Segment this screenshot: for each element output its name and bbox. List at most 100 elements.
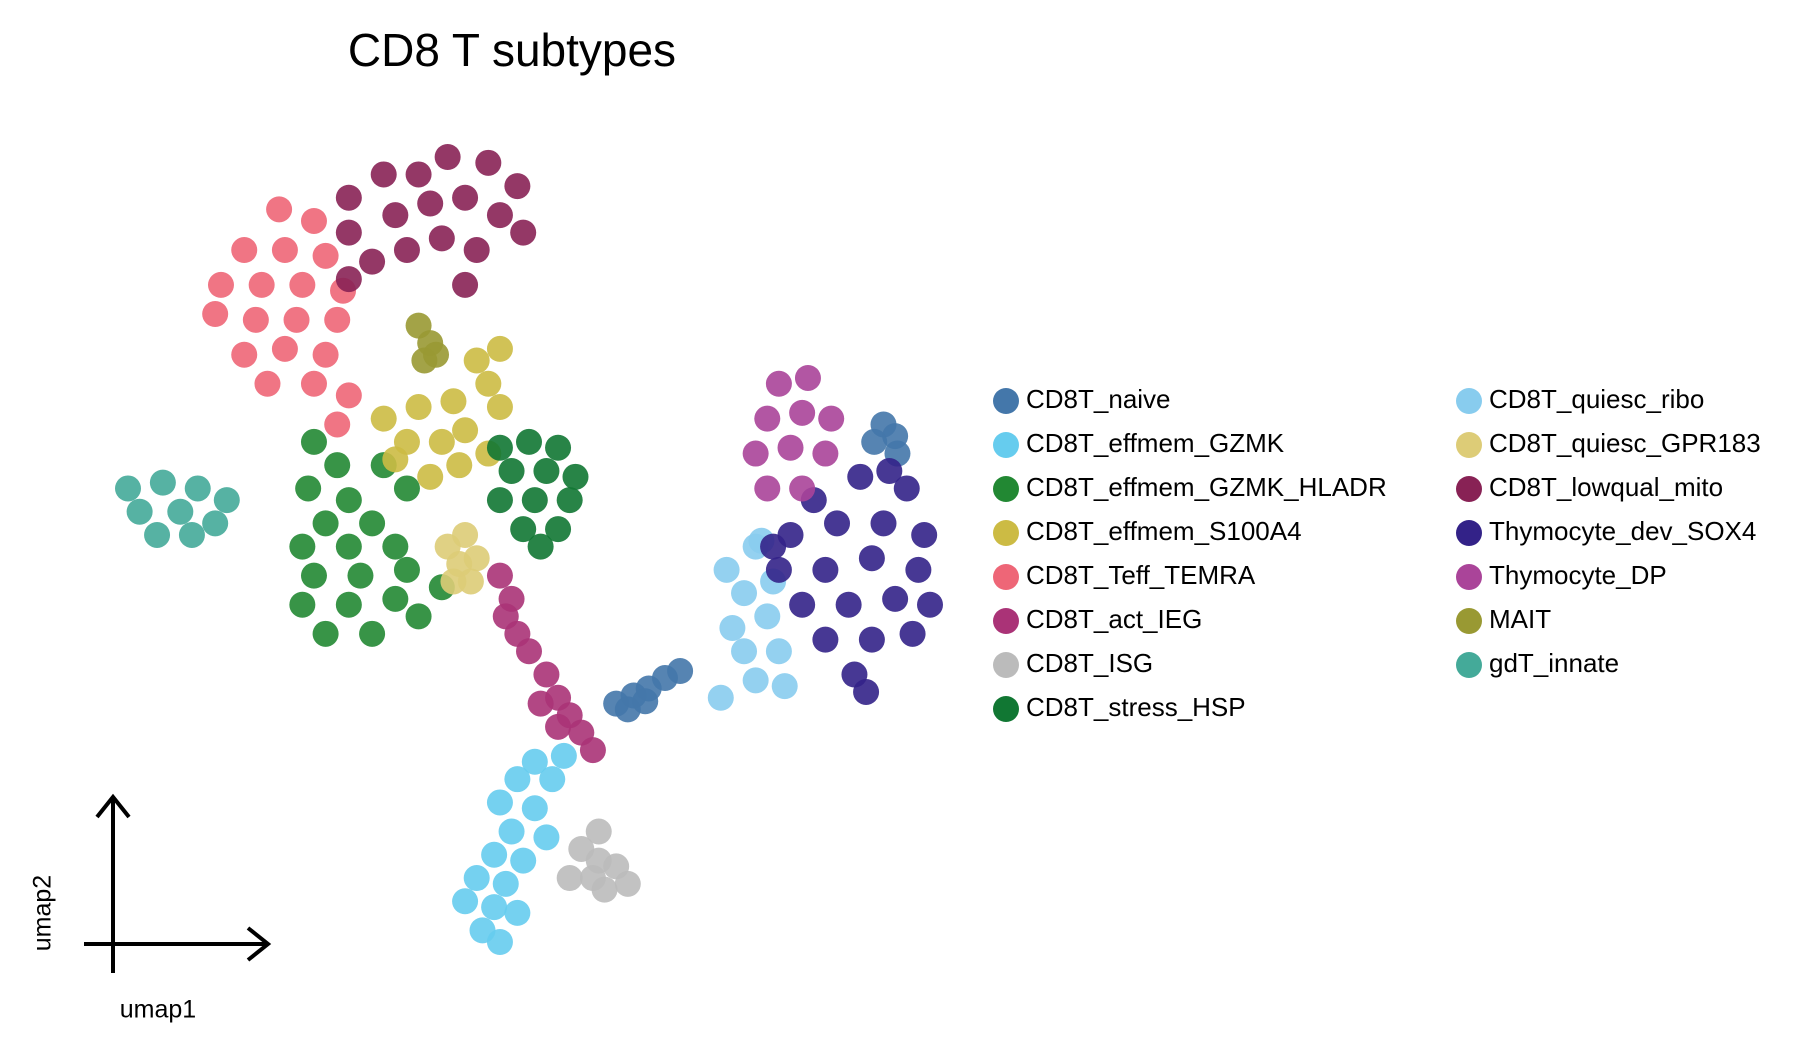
point	[899, 620, 926, 647]
point	[405, 603, 432, 630]
point	[486, 562, 513, 589]
point	[184, 475, 211, 502]
legend-label: MAIT	[1489, 604, 1551, 634]
point	[207, 271, 234, 298]
point	[539, 766, 566, 793]
point	[585, 818, 612, 845]
point	[289, 591, 316, 618]
point	[486, 335, 513, 362]
point	[824, 510, 851, 537]
point	[742, 667, 769, 694]
point	[917, 591, 943, 618]
point	[731, 638, 758, 665]
point	[428, 225, 455, 252]
point	[393, 556, 420, 583]
point	[202, 510, 229, 537]
point	[794, 364, 821, 391]
x-arrowhead	[246, 926, 272, 962]
point	[754, 475, 781, 502]
point	[452, 888, 479, 915]
y-arrowhead	[95, 793, 131, 819]
point	[213, 487, 240, 514]
point	[858, 545, 885, 572]
point	[556, 487, 583, 514]
point	[335, 266, 362, 293]
point	[300, 562, 327, 589]
legend-label: CD8T_quiesc_GPR183	[1489, 428, 1761, 458]
point	[632, 688, 659, 715]
legend-marker	[1456, 432, 1482, 458]
point	[486, 789, 513, 816]
point	[359, 620, 386, 647]
legend-marker	[993, 432, 1019, 458]
point	[300, 370, 327, 397]
point	[242, 306, 269, 333]
point	[591, 876, 618, 903]
point	[202, 301, 229, 327]
point	[266, 196, 293, 223]
legend-marker	[993, 652, 1019, 678]
point	[858, 626, 885, 653]
point	[754, 405, 781, 432]
point	[300, 207, 327, 234]
point	[347, 562, 374, 589]
point	[486, 929, 513, 955]
point	[393, 237, 420, 264]
point	[423, 341, 450, 368]
point	[324, 452, 351, 479]
point	[533, 458, 560, 484]
point	[765, 638, 792, 665]
point	[405, 161, 432, 188]
point	[771, 673, 798, 700]
legend-label: CD8T_Teff_TEMRA	[1026, 560, 1256, 590]
point	[905, 556, 932, 583]
y-axis-label: umap2	[29, 875, 57, 951]
point	[719, 615, 746, 641]
point	[417, 463, 444, 490]
legend-marker	[993, 476, 1019, 502]
point	[707, 684, 734, 711]
point	[835, 591, 862, 618]
point	[742, 440, 769, 467]
point	[861, 428, 888, 455]
point	[765, 556, 792, 583]
point	[545, 434, 572, 461]
point	[911, 521, 938, 548]
x-axis-label: umap1	[120, 996, 196, 1024]
point	[481, 841, 508, 868]
legend-label: CD8T_effmem_GZMK	[1026, 428, 1285, 458]
point	[312, 510, 339, 537]
point	[545, 713, 572, 740]
point	[731, 580, 758, 607]
legend-marker	[993, 564, 1019, 590]
point	[335, 533, 362, 560]
legend-label: CD8T_stress_HSP	[1026, 692, 1246, 722]
point	[428, 428, 455, 455]
point	[498, 818, 525, 845]
point	[562, 463, 589, 490]
point	[504, 173, 531, 200]
point	[178, 521, 205, 548]
point	[457, 568, 484, 595]
legend-label: gdT_innate	[1489, 648, 1619, 678]
point	[486, 394, 513, 421]
point	[667, 658, 694, 685]
point	[614, 870, 641, 897]
point	[754, 603, 781, 630]
point	[295, 475, 322, 502]
point	[475, 370, 502, 397]
legend-marker	[1456, 476, 1482, 502]
point	[359, 248, 386, 275]
legend-marker	[1456, 652, 1482, 678]
legend-marker	[993, 696, 1019, 722]
point	[312, 620, 339, 647]
point	[393, 475, 420, 502]
legend-label: CD8T_act_IEG	[1026, 604, 1202, 634]
point	[417, 190, 444, 217]
point	[521, 748, 548, 775]
point	[289, 533, 316, 560]
chart-title: CD8 T subtypes	[348, 24, 676, 76]
point	[765, 370, 792, 397]
point	[516, 638, 542, 665]
point	[777, 434, 804, 461]
